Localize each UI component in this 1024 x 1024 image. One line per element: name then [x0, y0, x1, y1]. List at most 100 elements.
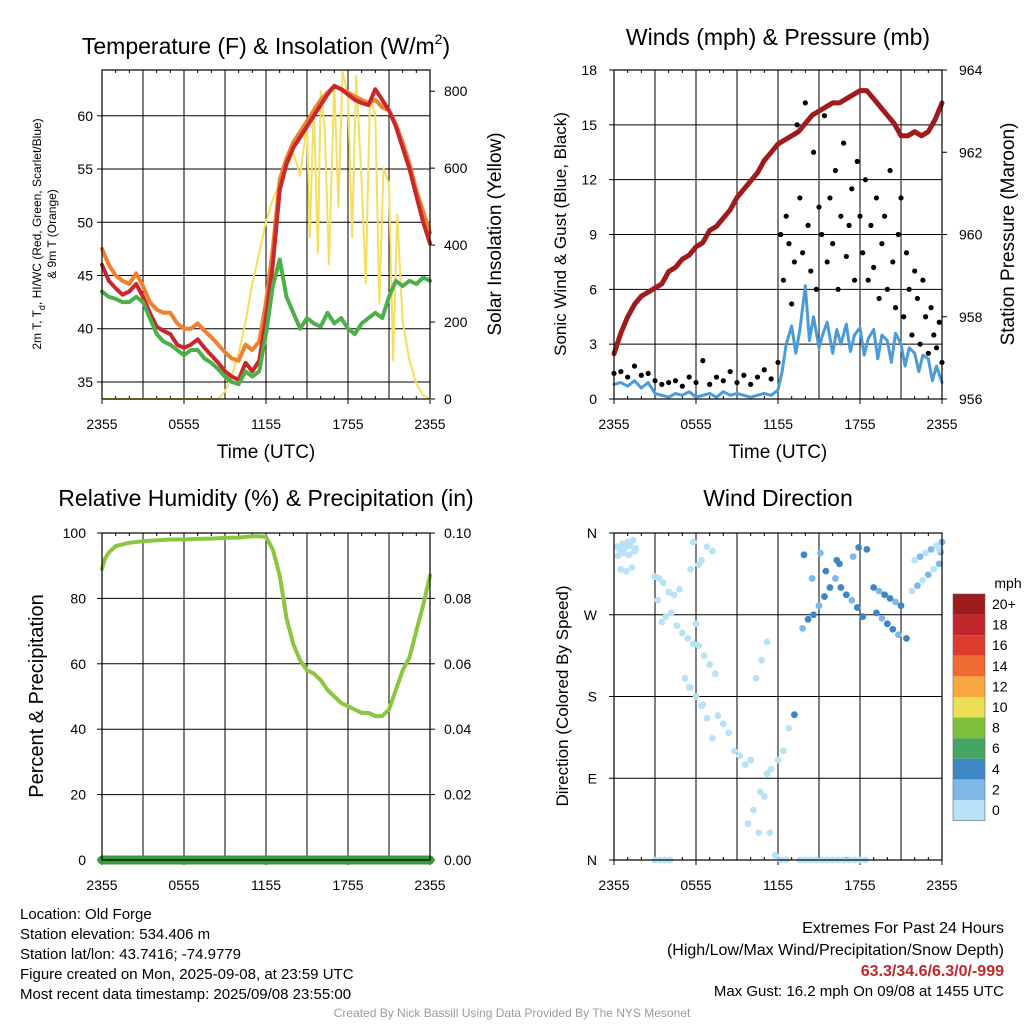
direction-point — [924, 571, 932, 579]
direction-point — [709, 547, 716, 555]
y-right-tick-label: 956 — [959, 391, 983, 407]
gust-point — [838, 213, 844, 219]
figure-created: Figure created on Mon, 2025-09-08, at 23… — [20, 966, 354, 983]
y-right-tick-label: 0.06 — [444, 656, 471, 672]
direction-point — [859, 613, 867, 620]
direction-point — [886, 595, 894, 602]
direction-point — [668, 609, 675, 617]
direction-point — [744, 820, 752, 828]
y-right-tick-label: 960 — [959, 227, 983, 243]
gust-point — [618, 368, 624, 375]
direction-point — [935, 560, 943, 568]
gust-point — [810, 149, 817, 155]
y-axis-label: Percent & Precipitation — [26, 594, 48, 797]
x-tick-label: 1155 — [763, 416, 793, 432]
direction-point — [756, 788, 764, 796]
direction-point — [703, 543, 711, 551]
gust-point — [638, 372, 644, 378]
colorbar-label: 0 — [992, 802, 1000, 818]
recent-data-timestamp: Most recent data timestamp: 2025/09/08 2… — [20, 986, 352, 1003]
station-pressure-line — [611, 88, 945, 357]
x-axis-label: Time (UTC) — [217, 442, 316, 463]
direction-point — [614, 552, 622, 560]
direction-point — [654, 596, 662, 604]
y-axis-label-rest: , HI/WC (Red, Green, Scarlet/Blue) — [30, 118, 44, 305]
y-tick-label: 80 — [70, 590, 86, 606]
gust-point — [794, 122, 800, 128]
gust-point — [748, 381, 754, 387]
direction-point — [685, 684, 693, 691]
direction-point — [703, 714, 711, 722]
direction-point — [892, 598, 899, 606]
gust-point — [713, 374, 720, 380]
extremes-box: Extremes For Past 24 Hours (High/Low/Max… — [667, 918, 1004, 1002]
gust-point — [923, 314, 929, 320]
gust-point — [860, 250, 866, 256]
gust-point — [895, 231, 901, 238]
chart-title-close: ) — [442, 33, 450, 59]
direction-point — [897, 602, 905, 610]
colorbar-swatch — [953, 758, 985, 780]
x-tick-label: 2355 — [926, 416, 957, 432]
direction-point — [916, 553, 924, 561]
direction-point — [767, 765, 775, 773]
direction-point — [684, 634, 692, 642]
direction-point — [755, 829, 763, 837]
x-tick-label: 0555 — [680, 416, 711, 432]
x-tick-label: 1755 — [844, 416, 875, 432]
station-latlon: Station lat/lon: 43.7416; -74.9779 — [20, 946, 242, 963]
direction-point — [695, 642, 703, 650]
y-tick-label: N — [587, 852, 597, 868]
y-tick-label: 3 — [589, 336, 597, 352]
direction-point — [878, 614, 886, 622]
colorbar-label: 16 — [992, 637, 1008, 653]
y-right-tick-label: 0 — [444, 391, 452, 407]
gust-point — [816, 204, 822, 210]
x-tick-label: 1755 — [332, 416, 363, 432]
direction-point — [837, 584, 845, 591]
direction-point — [736, 752, 744, 759]
y-right-tick-label: 0.04 — [444, 721, 471, 737]
y-right-tick-label: 0.10 — [444, 525, 471, 541]
gust-point — [652, 378, 658, 384]
gust-point — [707, 381, 713, 387]
y-tick-label: 9 — [589, 227, 597, 243]
direction-point — [695, 561, 703, 569]
direction-point — [804, 615, 812, 623]
direction-point — [725, 729, 733, 737]
colorbar-label: 8 — [992, 720, 1000, 736]
y-tick-label: 0 — [589, 391, 597, 407]
gust-point — [645, 370, 651, 377]
direction-point — [808, 575, 816, 582]
y-tick-label: 40 — [70, 721, 86, 737]
green-temperature-line — [100, 257, 432, 387]
direction-point — [730, 747, 738, 755]
gust-point — [830, 241, 836, 247]
direction-point — [620, 549, 627, 557]
colorbar-label: 4 — [992, 761, 1000, 777]
gust-point — [666, 379, 672, 386]
gust-point — [928, 305, 934, 311]
chart-title: Temperature (F) & Insolation (W/m2) — [82, 31, 450, 59]
y-tick-label: 55 — [77, 161, 93, 177]
chart-title: Winds (mph) & Pressure (mb) — [626, 24, 930, 50]
y-right-axis-label: Station Pressure (Maroon) — [998, 123, 1019, 346]
gust-point — [884, 286, 890, 292]
gust-point — [851, 277, 858, 283]
gust-point — [835, 286, 841, 292]
x-tick-label: 1755 — [844, 877, 875, 893]
direction-point — [673, 622, 681, 630]
direction-point — [922, 549, 929, 557]
y-axis-label: Sonic Wind & Gust (Blue, Black) — [551, 112, 570, 356]
gust-point — [933, 345, 940, 351]
gust-point — [727, 368, 733, 375]
colorbar-label: 2 — [992, 781, 1000, 797]
gust-point — [849, 186, 855, 192]
gust-point — [879, 241, 885, 247]
gust-point — [936, 319, 942, 325]
direction-point — [681, 674, 689, 682]
y-axis-label-subscript: d — [37, 305, 47, 310]
gust-point — [754, 374, 761, 380]
direction-point — [914, 582, 921, 590]
